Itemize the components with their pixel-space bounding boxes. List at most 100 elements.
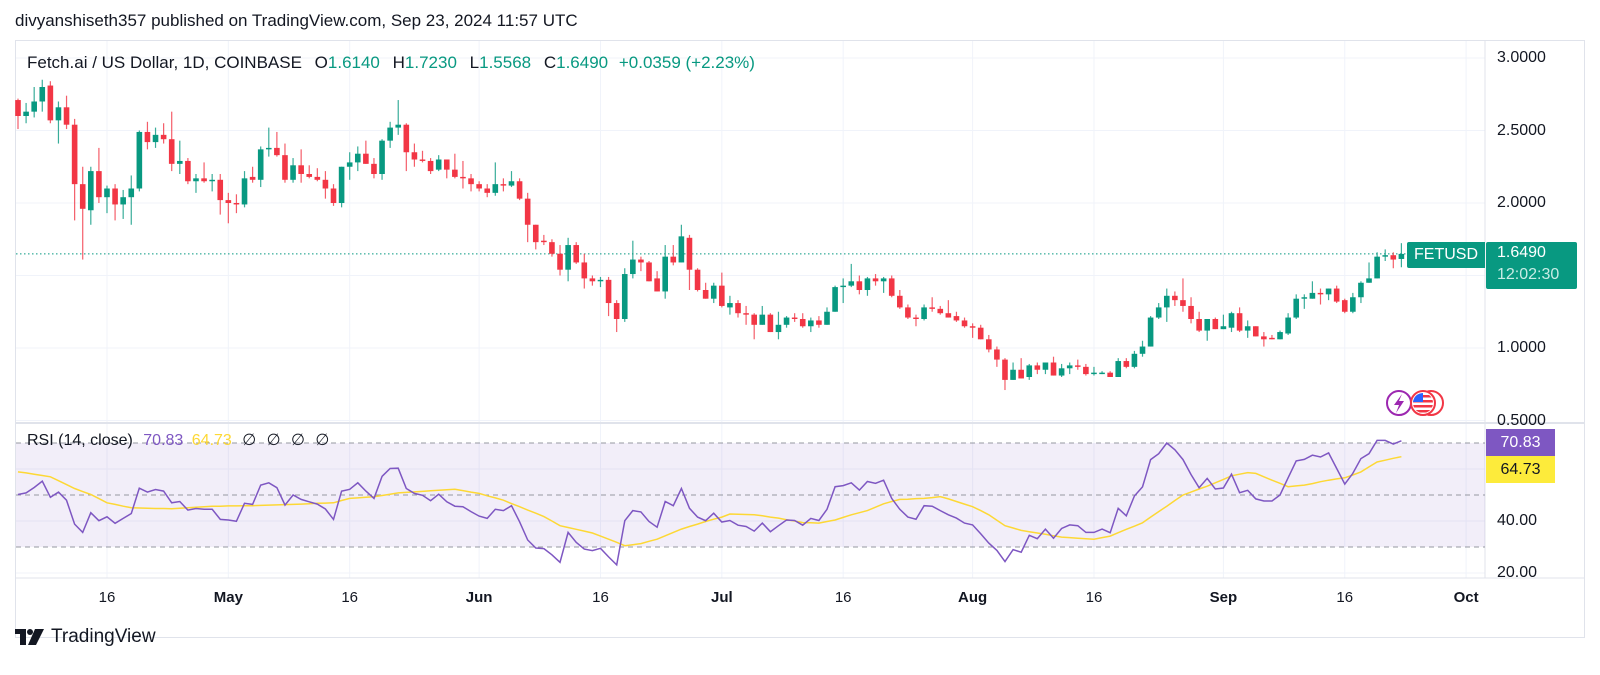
candle-down [371, 163, 377, 174]
candle-up [387, 127, 393, 141]
candle-down [443, 159, 450, 170]
candle-down [1341, 300, 1348, 312]
candle-up [1139, 346, 1146, 354]
candle-up [1366, 278, 1372, 283]
candle-down [411, 152, 418, 160]
chart-frame [15, 40, 1585, 638]
candle-up [265, 147, 272, 150]
candle-down [961, 320, 968, 327]
price-tick-label: 3.0000 [1497, 49, 1546, 66]
candle-up [1155, 307, 1162, 318]
candle-down [1236, 313, 1243, 331]
lightning-icon[interactable] [1386, 390, 1412, 416]
candle-up [1309, 292, 1316, 299]
event-icons[interactable] [1383, 388, 1455, 418]
candle-up [808, 320, 814, 327]
candle-down [735, 303, 741, 314]
candle-down [144, 131, 151, 143]
candle-up [783, 317, 790, 325]
us-flag-icon[interactable] [1410, 390, 1444, 416]
candle-down [1261, 336, 1267, 340]
time-tick-label: Aug [958, 589, 988, 606]
candle-down [816, 320, 822, 325]
candle-down [1252, 326, 1259, 337]
rsi-line [17, 439, 1402, 567]
candle-up [1115, 361, 1122, 377]
rsi-ma-line [17, 455, 1402, 547]
candle-down [363, 153, 369, 164]
candle-down [872, 278, 879, 282]
candle-up [104, 188, 110, 198]
candle-up [1350, 297, 1356, 312]
candle-down [573, 245, 580, 263]
candle-down [15, 100, 21, 116]
candle-down [233, 203, 240, 205]
candle-down [719, 285, 725, 306]
symbol-price-tag: FETUSD [1407, 242, 1485, 268]
candle-up [565, 245, 571, 270]
time-tick-label: 16 [98, 589, 116, 606]
candle-down [1196, 319, 1202, 331]
candle-up [193, 178, 199, 182]
candle-up [1277, 332, 1283, 340]
candle-down [605, 279, 612, 304]
candle-down [654, 278, 660, 292]
time-tick-label: 16 [592, 589, 609, 606]
candle-up [840, 285, 846, 288]
candle-down [476, 184, 482, 189]
candle-up [1398, 253, 1405, 259]
rsi-na-values: ∅ ∅ ∅ ∅ [242, 432, 333, 449]
candle-down [1107, 372, 1113, 377]
candle-up [395, 124, 402, 128]
low-value: 1.5568 [479, 53, 532, 72]
symbol-title[interactable]: Fetch.ai / US Dollar, 1D, COINBASE [27, 53, 302, 72]
candle-up [727, 303, 733, 308]
time-tick-label: 16 [1336, 589, 1354, 606]
candle-down [330, 188, 337, 203]
candle-down [1034, 365, 1041, 370]
candle-down [71, 124, 78, 185]
candle-up [848, 281, 855, 286]
candle-up [662, 256, 668, 292]
candle-down [686, 237, 693, 270]
candle-down [47, 85, 54, 121]
candle-down [581, 262, 588, 279]
high-label: H [392, 53, 405, 72]
low-label: L [469, 53, 480, 72]
candle-down [1188, 305, 1194, 319]
candle-up [379, 140, 385, 174]
candle-up [492, 184, 499, 193]
time-tick-label: May [213, 589, 243, 606]
candle-up [630, 259, 636, 275]
candle-down [929, 307, 935, 309]
candle-down [694, 269, 701, 290]
candle-down [549, 242, 555, 254]
candle-down [1123, 361, 1130, 367]
candle-up [1382, 255, 1389, 257]
tradingview-logo[interactable]: TradingView [15, 626, 156, 648]
candle-up [621, 274, 628, 319]
candle-up [1325, 288, 1332, 295]
rsi-ma-value-tag: 64.73 [1486, 456, 1555, 483]
candle-up [120, 197, 126, 205]
candle-up [921, 307, 927, 319]
candle-down [1333, 288, 1340, 302]
candle-up [354, 153, 361, 163]
time-tick-label: Jun [465, 589, 493, 606]
candle-down [1018, 369, 1024, 379]
candle-down [201, 178, 207, 182]
rsi-title[interactable]: RSI (14, close) [27, 432, 133, 449]
candle-down [1212, 319, 1219, 330]
candle-down [1050, 362, 1057, 376]
candle-down [638, 259, 644, 263]
close-label: C [543, 53, 557, 72]
time-tick-label: Sep [1209, 589, 1238, 606]
candle-down [888, 278, 895, 296]
candle-up [1374, 256, 1380, 279]
candle-up [1147, 317, 1154, 347]
candle-up [346, 162, 353, 167]
candle-down [743, 313, 749, 315]
open-value: 1.6140 [327, 53, 380, 72]
candle-up [209, 179, 215, 182]
